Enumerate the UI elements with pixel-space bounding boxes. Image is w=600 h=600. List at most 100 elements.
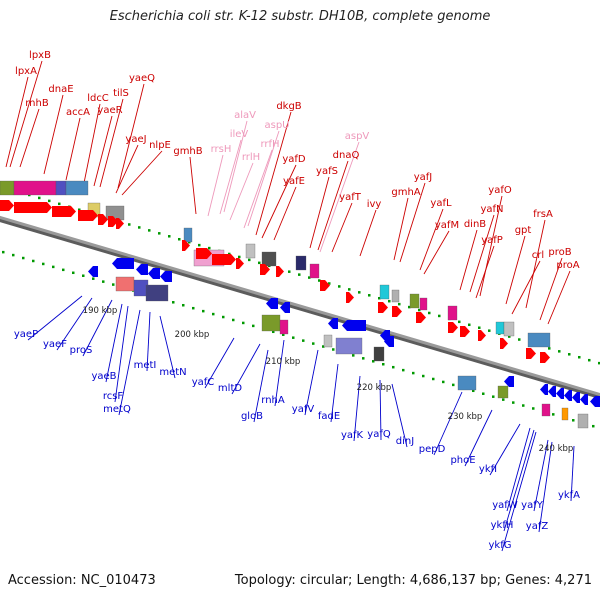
tick-lower	[12, 253, 15, 257]
gene-labels: lpxB lpxA rnhB dnaE accA ldcC tilS yaeR yaeQ yaeJ…	[14, 50, 580, 551]
tick-upper	[38, 196, 41, 200]
tick-upper	[588, 358, 591, 362]
tick-lower	[532, 407, 535, 410]
reverse-leader-dinJ	[391, 383, 408, 448]
gene-arrows	[0, 200, 600, 407]
reverse-label-metI: metI	[134, 360, 157, 371]
kbp-label: 230 kbp	[448, 412, 483, 422]
reverse-leader-pepD	[433, 391, 463, 456]
tick-lower	[82, 274, 85, 277]
forward-arrow	[346, 292, 354, 303]
forward-arrow	[182, 240, 190, 251]
reverse-label-proS: proS	[70, 345, 93, 356]
tick-lower	[42, 262, 45, 266]
forward-label-rnhB: rnhB	[25, 98, 49, 109]
kbp-label: 240 kbp	[539, 444, 574, 454]
reverse-label-metQ: metQ	[103, 404, 131, 415]
forward-arrow	[378, 302, 388, 313]
forward-arrow	[416, 312, 426, 323]
forward-label-yaeJ: yaeJ	[125, 134, 146, 145]
tick-upper	[548, 347, 551, 350]
forward-label-yafN: yafN	[480, 204, 503, 215]
feature-block-reverse	[561, 407, 569, 421]
feature-block	[503, 321, 515, 337]
reverse-arrow	[136, 264, 148, 275]
tick-upper	[418, 308, 421, 312]
tick-upper	[258, 261, 261, 265]
forward-leader-yafM	[423, 230, 450, 275]
forward-label-yafM: yafM	[435, 220, 459, 231]
tick-upper	[48, 199, 51, 203]
tick-lower	[552, 413, 555, 416]
tick-upper	[158, 232, 161, 235]
tick-lower	[382, 362, 385, 366]
tick-upper	[428, 311, 431, 315]
feature-block	[527, 332, 551, 348]
feature-block	[447, 305, 458, 321]
reverse-leader-yafQ	[379, 379, 382, 441]
reverse-leader-yafZ	[538, 441, 553, 533]
reverse-leader-metQ	[118, 309, 141, 416]
reverse-arrow	[112, 258, 134, 269]
forward-arrow	[116, 218, 124, 229]
forward-leader-yafL	[419, 208, 444, 271]
forward-leader-ldcC	[83, 103, 101, 184]
feature-block	[295, 255, 307, 271]
reverse-label-dinJ: dinJ	[396, 436, 414, 447]
rna-label-ileV: ileV	[230, 129, 249, 140]
rna-leader-alaV	[223, 120, 248, 213]
forward-leader-yafT	[331, 202, 353, 253]
tick-upper	[368, 294, 371, 297]
reverse-label-ykfI: ykfI	[479, 464, 497, 475]
tick-lower	[472, 389, 475, 393]
tick-upper	[308, 276, 311, 279]
forward-arrow	[78, 210, 98, 221]
forward-leader-yafD	[261, 164, 297, 239]
feature-block	[183, 227, 193, 243]
forward-label-yafS: yafS	[316, 166, 338, 177]
reverse-label-yafQ: yafQ	[367, 429, 391, 440]
reverse-label-yafY: yafY	[521, 500, 544, 511]
tick-lower	[492, 395, 495, 398]
kbp-label: 190 kbp	[83, 306, 118, 316]
tick-lower	[222, 315, 225, 319]
forward-leader-frsA	[525, 219, 546, 309]
tick-lower	[402, 368, 405, 372]
tick-lower	[292, 336, 295, 339]
label-leader-lines	[5, 60, 575, 552]
forward-label-proA: proA	[556, 260, 579, 271]
forward-label-dinB: dinB	[464, 219, 486, 230]
tick-lower	[572, 419, 575, 422]
accession-text: Accession: NC_010473	[8, 573, 156, 588]
tick-upper	[558, 350, 561, 353]
reverse-leader-proS	[82, 299, 113, 357]
reverse-leader-ykfA	[570, 445, 575, 502]
reverse-label-metN: metN	[159, 367, 186, 378]
forward-arrow	[320, 280, 330, 291]
forward-arrow	[392, 306, 402, 317]
forward-label-crl: crl	[532, 250, 544, 261]
tick-lower	[32, 259, 35, 263]
tick-upper	[238, 255, 241, 259]
tick-upper	[178, 237, 181, 241]
forward-leader-yafP	[475, 245, 495, 299]
tick-upper	[358, 291, 361, 294]
reverse-leader-ykfH	[503, 429, 535, 532]
tick-upper	[248, 258, 251, 262]
feature-block	[379, 284, 390, 300]
feature-block-reverse	[457, 375, 477, 391]
tick-upper	[78, 208, 81, 211]
reverse-arrow	[564, 390, 572, 401]
rna-label-aspV: aspV	[345, 131, 370, 142]
forward-leader-rnhB	[19, 108, 40, 168]
reverse-leader-yafV	[304, 349, 319, 416]
forward-label-yafO: yafO	[488, 185, 512, 196]
reverse-leader-ykfG	[501, 431, 537, 552]
reverse-leader-yafK	[353, 375, 361, 442]
forward-arrow	[500, 338, 508, 349]
rna-leader-aspV	[319, 141, 360, 253]
feature-block	[309, 263, 320, 279]
forward-label-accA: accA	[66, 107, 90, 118]
forward-leader-dinB	[459, 229, 478, 291]
forward-leader-yaeJ	[115, 144, 139, 194]
